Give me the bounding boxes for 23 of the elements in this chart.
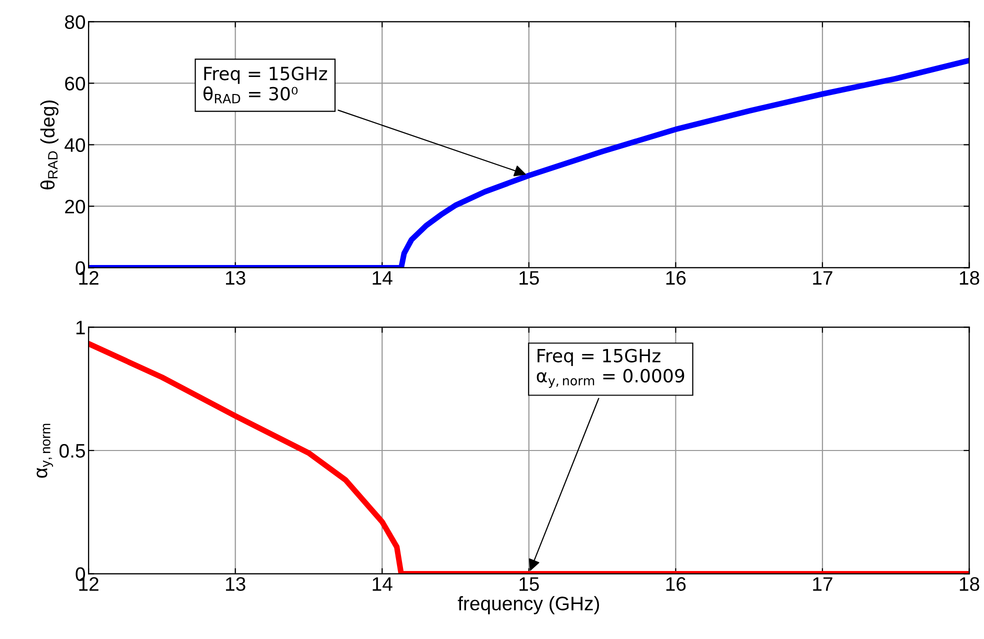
- y-axis-title: α$_{y,norm}$: [36, 424, 54, 478]
- y-tick-label: 0.5: [60, 444, 85, 458]
- x-axis-title: frequency (GHz): [458, 596, 600, 614]
- annotation: Freq = 15GHz θ$_{RAD}$ = 30⁰: [204, 66, 328, 104]
- x-tick-label: 16: [666, 271, 686, 285]
- x-tick-label: 18: [960, 271, 980, 285]
- x-tick-label: 15: [520, 577, 539, 591]
- y-tick-label: 60: [65, 76, 86, 90]
- y-tick-label: 40: [64, 138, 86, 152]
- x-tick-label: 13: [226, 577, 246, 591]
- x-tick-label: 13: [226, 271, 246, 285]
- x-tick-label: 18: [960, 577, 980, 591]
- x-tick-label: 16: [666, 577, 686, 591]
- x-tick-label: 14: [372, 577, 392, 591]
- y-tick-label: 80: [65, 15, 86, 29]
- x-tick-label: 14: [372, 271, 392, 285]
- y-tick-label: 1: [76, 320, 85, 334]
- x-tick-label: 15: [520, 271, 539, 285]
- y-tick-label: 20: [65, 200, 86, 214]
- annotation: Freq = 15GHz α$_{y,norm}$ = 0.0009: [536, 348, 684, 388]
- y-axis-title: θ$_{RAD}$ (deg): [40, 100, 58, 190]
- x-tick-label: 17: [813, 577, 832, 591]
- x-tick-label: 17: [813, 271, 832, 285]
